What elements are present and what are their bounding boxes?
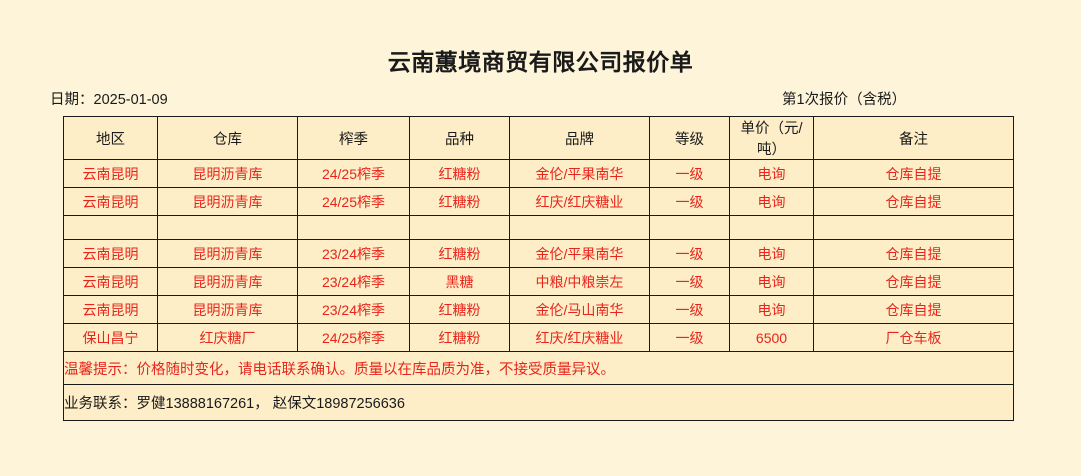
cell-season (297, 215, 410, 240)
cell-season: 24/25榨季 (297, 159, 410, 188)
cell-price: 电询 (729, 159, 814, 188)
cell-grade: 一级 (649, 267, 730, 296)
cell-season: 23/24榨季 (297, 267, 410, 296)
cell-region: 云南昆明 (63, 239, 158, 268)
cell-brand: 金伦/平果南华 (509, 239, 650, 268)
quotation-table: 地区 仓库 榨季 品种 品牌 等级 单价（元/吨） 备注 云南昆明 昆明沥青库 … (63, 116, 1014, 421)
cell-remark: 仓库自提 (813, 267, 1014, 296)
cell-warehouse: 昆明沥青库 (157, 239, 298, 268)
cell-region: 云南昆明 (63, 159, 158, 188)
cell-brand: 金伦/马山南华 (509, 295, 650, 324)
column-header-remark: 备注 (813, 116, 1014, 160)
business-contact-text: 业务联系：罗健13888167261， 赵保文18987256636 (63, 384, 1014, 421)
cell-season: 23/24榨季 (297, 239, 410, 268)
cell-remark: 仓库自提 (813, 187, 1014, 216)
cell-warehouse: 昆明沥青库 (157, 159, 298, 188)
cell-variety: 红糖粉 (409, 187, 510, 216)
cell-brand: 红庆/红庆糖业 (509, 187, 650, 216)
cell-season: 24/25榨季 (297, 323, 410, 352)
cell-remark: 仓库自提 (813, 295, 1014, 324)
column-header-warehouse: 仓库 (157, 116, 298, 160)
column-header-region: 地区 (63, 116, 158, 160)
table-row: 保山昌宁 红庆糖厂 24/25榨季 红糖粉 红庆/红庆糖业 一级 6500 厂仓… (63, 323, 1014, 352)
cell-price (729, 215, 814, 240)
table-row: 云南昆明 昆明沥青库 24/25榨季 红糖粉 红庆/红庆糖业 一级 电询 仓库自… (63, 187, 1014, 216)
cell-price: 6500 (729, 323, 814, 352)
cell-grade: 一级 (649, 159, 730, 188)
cell-grade: 一级 (649, 187, 730, 216)
cell-season: 23/24榨季 (297, 295, 410, 324)
cell-region: 云南昆明 (63, 267, 158, 296)
column-header-price: 单价（元/吨） (729, 116, 814, 160)
cell-region: 保山昌宁 (63, 323, 158, 352)
cell-brand (509, 215, 650, 240)
cell-warehouse: 昆明沥青库 (157, 267, 298, 296)
cell-grade (649, 215, 730, 240)
table-row: 云南昆明 昆明沥青库 23/24榨季 红糖粉 金伦/马山南华 一级 电询 仓库自… (63, 295, 1014, 324)
cell-region (63, 215, 158, 240)
page-title: 云南蕙境商贸有限公司报价单 (387, 49, 694, 75)
warm-reminder-text: 温馨提示：价格随时变化，请电话联系确认。质量以在库品质为准，不接受质量异议。 (63, 351, 1014, 385)
cell-grade: 一级 (649, 239, 730, 268)
cell-warehouse: 红庆糖厂 (157, 323, 298, 352)
cell-price: 电询 (729, 187, 814, 216)
column-header-grade: 等级 (649, 116, 730, 160)
cell-season: 24/25榨季 (297, 187, 410, 216)
table-note-row: 温馨提示：价格随时变化，请电话联系确认。质量以在库品质为准，不接受质量异议。 (63, 351, 1014, 385)
cell-grade: 一级 (649, 323, 730, 352)
table-spacer-row (63, 215, 1014, 240)
column-header-season: 榨季 (297, 116, 410, 160)
cell-variety: 红糖粉 (409, 159, 510, 188)
quote-date: 日期：2025-01-09 (50, 92, 168, 108)
table-contact-row: 业务联系：罗健13888167261， 赵保文18987256636 (63, 384, 1014, 421)
cell-variety: 黑糖 (409, 267, 510, 296)
cell-variety: 红糖粉 (409, 239, 510, 268)
cell-variety: 红糖粉 (409, 295, 510, 324)
cell-brand: 金伦/平果南华 (509, 159, 650, 188)
cell-variety (409, 215, 510, 240)
cell-region: 云南昆明 (63, 295, 158, 324)
cell-remark: 厂仓车板 (813, 323, 1014, 352)
cell-warehouse: 昆明沥青库 (157, 295, 298, 324)
cell-brand: 中粮/中粮崇左 (509, 267, 650, 296)
cell-region: 云南昆明 (63, 187, 158, 216)
cell-price: 电询 (729, 267, 814, 296)
cell-remark: 仓库自提 (813, 239, 1014, 268)
table-header-row: 地区 仓库 榨季 品种 品牌 等级 单价（元/吨） 备注 (63, 116, 1014, 160)
cell-grade: 一级 (649, 295, 730, 324)
table-row: 云南昆明 昆明沥青库 24/25榨季 红糖粉 金伦/平果南华 一级 电询 仓库自… (63, 159, 1014, 188)
cell-remark (813, 215, 1014, 240)
cell-remark: 仓库自提 (813, 159, 1014, 188)
column-header-brand: 品牌 (509, 116, 650, 160)
cell-warehouse (157, 215, 298, 240)
document-meta: 日期：2025-01-09 第1次报价（含税） (0, 88, 1081, 110)
cell-variety: 红糖粉 (409, 323, 510, 352)
quote-round-label: 第1次报价（含税） (782, 92, 907, 108)
table-row: 云南昆明 昆明沥青库 23/24榨季 红糖粉 金伦/平果南华 一级 电询 仓库自… (63, 239, 1014, 268)
cell-warehouse: 昆明沥青库 (157, 187, 298, 216)
cell-price: 电询 (729, 239, 814, 268)
column-header-variety: 品种 (409, 116, 510, 160)
table-row: 云南昆明 昆明沥青库 23/24榨季 黑糖 中粮/中粮崇左 一级 电询 仓库自提 (63, 267, 1014, 296)
cell-price: 电询 (729, 295, 814, 324)
cell-brand: 红庆/红庆糖业 (509, 323, 650, 352)
